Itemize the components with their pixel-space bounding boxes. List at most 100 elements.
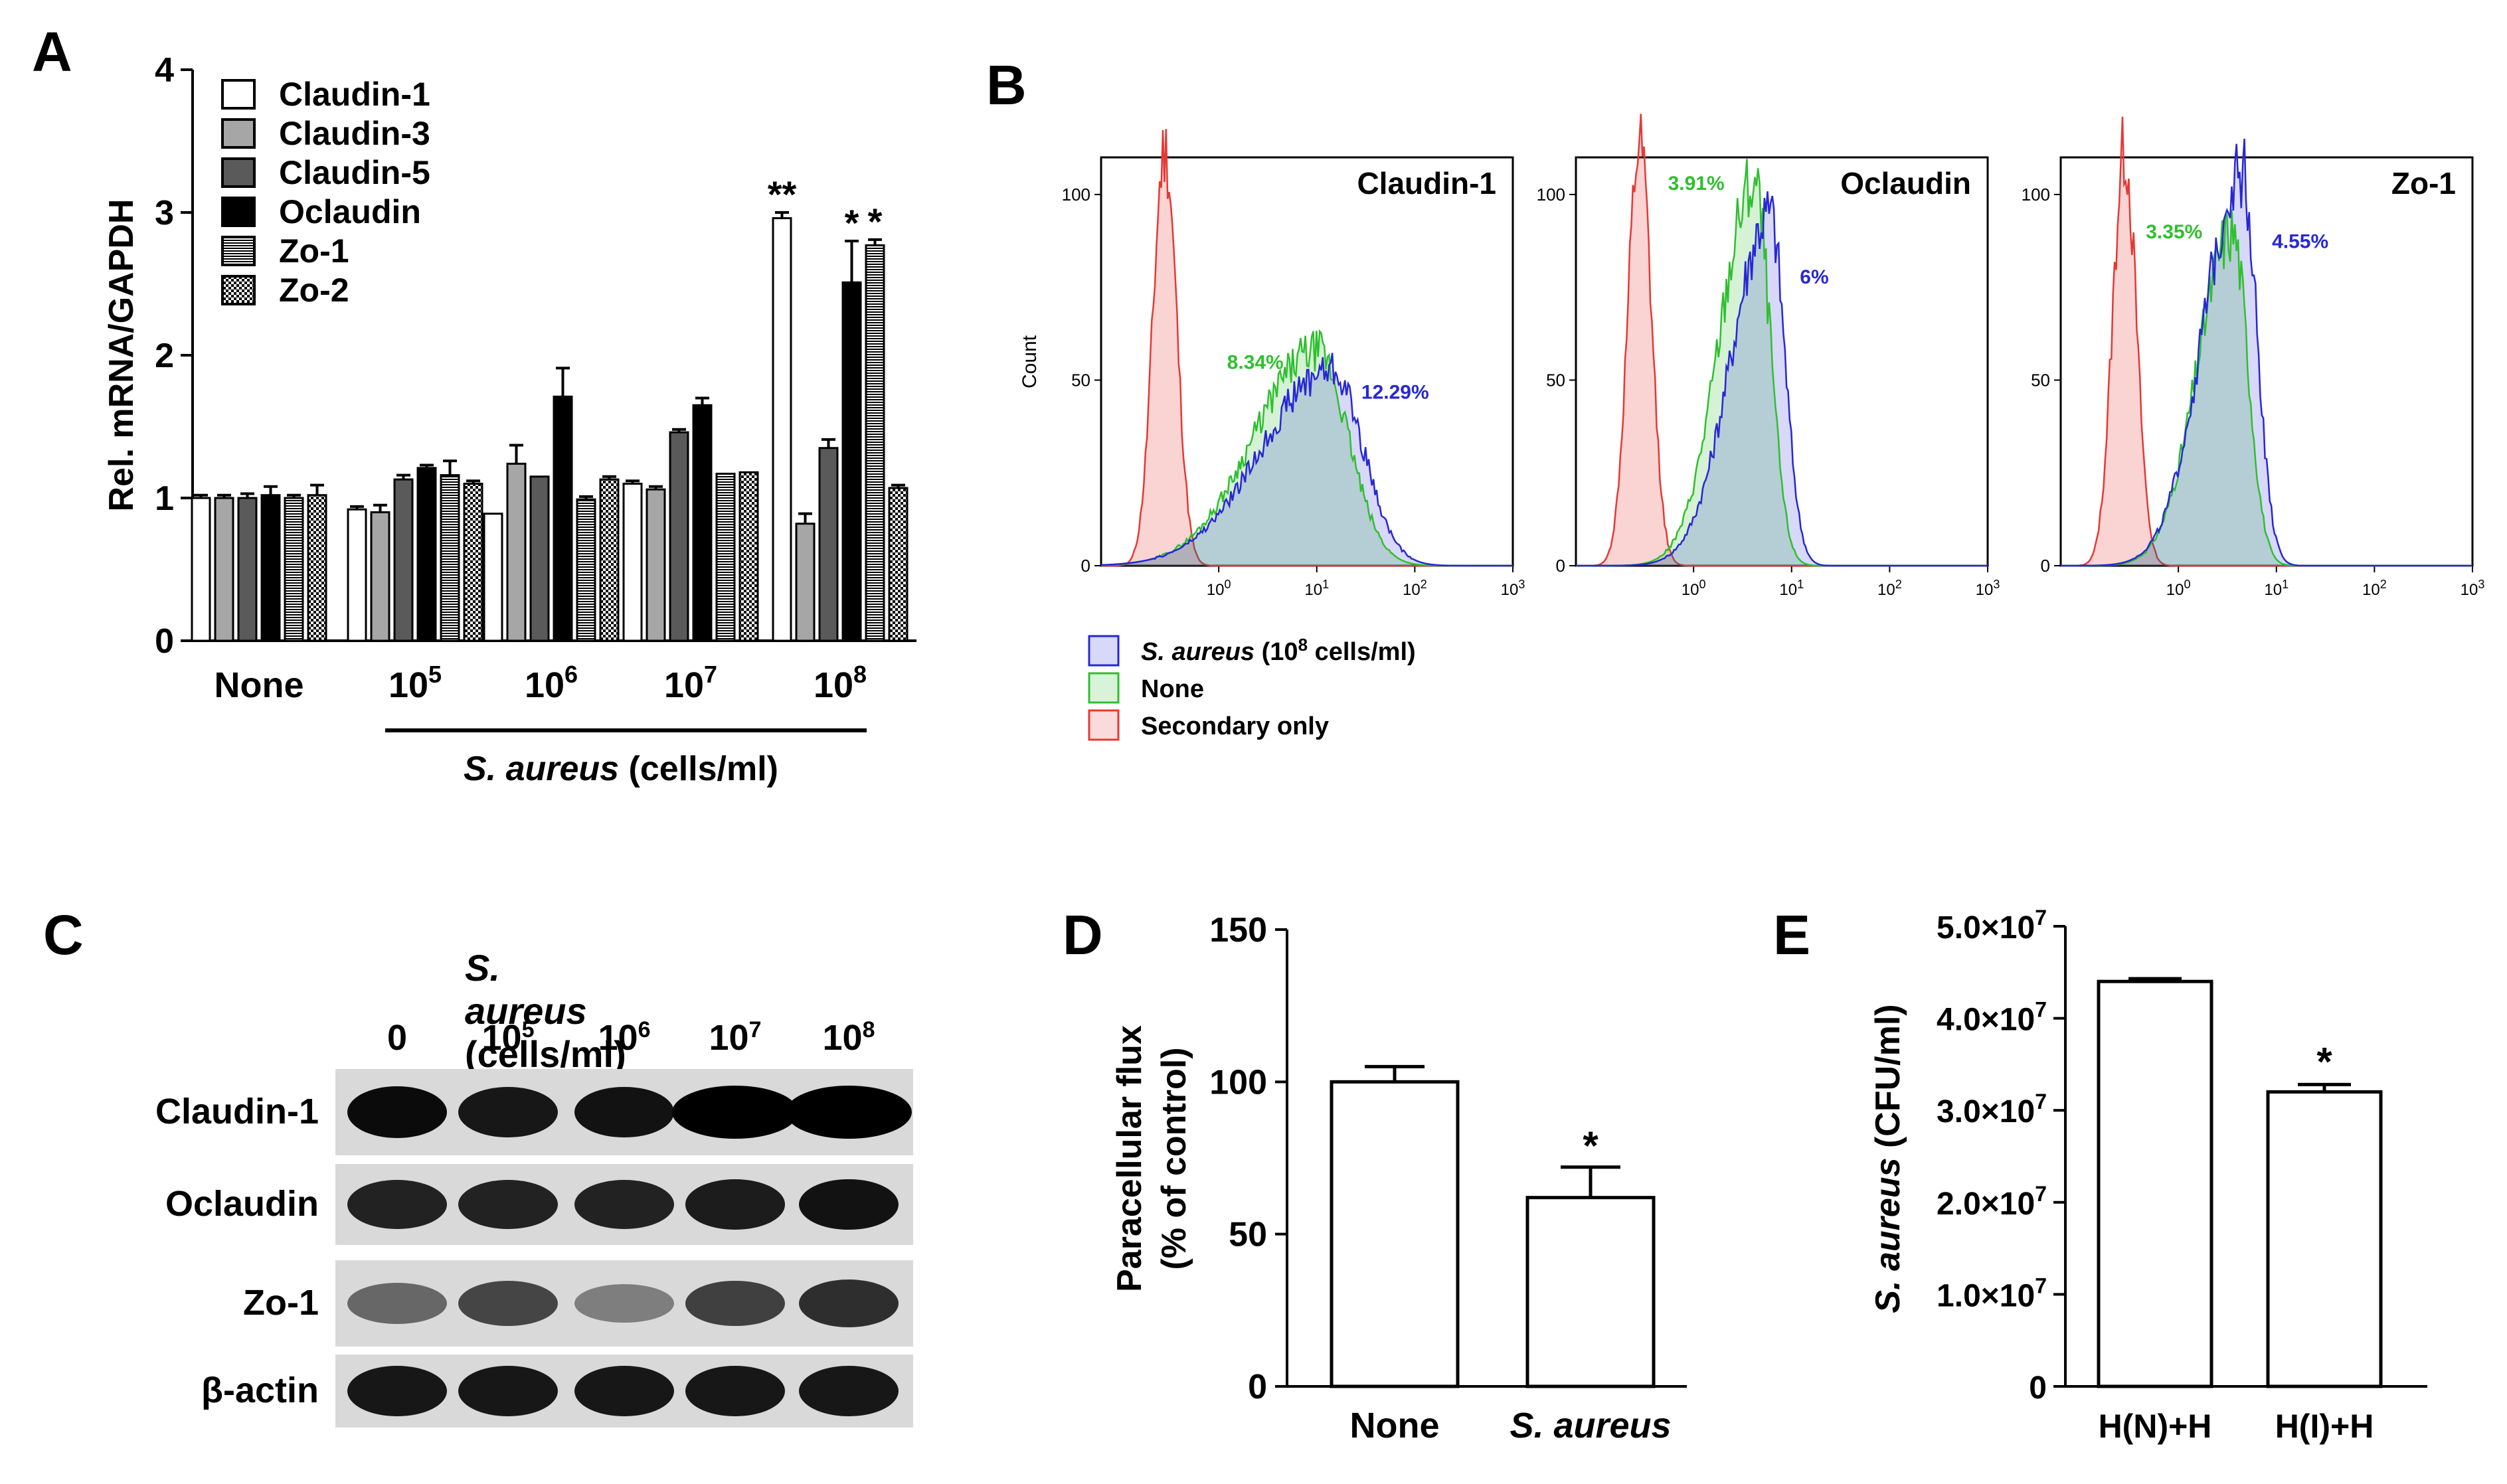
bar-a-claudin-1: [772, 217, 792, 642]
x-tick-label-b: 102: [1877, 578, 1902, 599]
bar-a-zo-1: [865, 244, 885, 642]
x-tick-label-b: 102: [1403, 578, 1427, 599]
lane-label: 107: [709, 1017, 762, 1058]
bar-a-claudin-5: [669, 431, 689, 642]
bar-a-oclaudin: [692, 404, 713, 642]
bar-a-claudin-3: [795, 523, 816, 642]
bar-e: [2266, 1090, 2383, 1388]
legend-swatch-a: [221, 236, 256, 266]
x-tick-label-b: 101: [1779, 578, 1804, 599]
blot-band: [685, 1179, 785, 1230]
bar-a-zo-2: [599, 478, 620, 642]
blot-band: [685, 1280, 785, 1327]
bar-a-zo-1: [715, 472, 736, 642]
x-tick-label-b: 100: [1207, 578, 1231, 599]
bar-a-claudin-3: [646, 488, 666, 642]
y-tick-label-e: 5.0×107: [1937, 906, 2047, 946]
chart-b: 0 50 100 100 101 102 103 Claudin-1 8.34% 12.29% 0 5…: [1019, 114, 2484, 741]
histogram-frame-b: [2059, 156, 2474, 567]
bar-a-claudin-3: [370, 511, 390, 642]
none-percent-b: 3.35%: [2146, 221, 2202, 243]
y-tick-label-a: 2: [155, 337, 174, 375]
legend-swatch-a: [221, 79, 256, 110]
significance-star-a: *: [845, 202, 859, 244]
legend-label-a: Zo-2: [279, 272, 349, 309]
blot-row-label: Zo-1: [243, 1283, 319, 1323]
y-tick-label-a: 0: [155, 622, 174, 661]
y-tick-label-b: 0: [1081, 556, 1090, 576]
x-tick-label-d: None: [1350, 1406, 1440, 1445]
blot-band: [574, 1086, 674, 1138]
bar-a-claudin-3: [214, 497, 234, 642]
legend-swatch-a: [221, 118, 256, 149]
y-tick-label-b: 100: [1537, 185, 1565, 205]
legend-label-a: Claudin-1: [279, 76, 430, 113]
bar-a-zo-1: [440, 474, 460, 642]
secondary-only-fill-b: [1101, 129, 1513, 566]
saureus-percent-b: 6%: [1800, 266, 1828, 288]
x-tick-label-a: None: [215, 665, 304, 705]
saureus-fill-b: [1576, 191, 1988, 566]
legend-swatch-b: [1088, 635, 1120, 667]
bar-a-claudin-5: [393, 478, 414, 642]
blot-band: [799, 1179, 899, 1230]
legend-label-a: Oclaudin: [279, 193, 421, 230]
legend-label-b: None: [1141, 675, 1204, 703]
legend-label-b: S. aureus (108 cells/ml): [1141, 635, 1416, 666]
panel-label-d: D: [1063, 904, 1103, 966]
legend-swatch-a: [221, 275, 256, 305]
saureus-curve-b: [1100, 353, 1513, 567]
blot-band: [799, 1279, 899, 1327]
bar-a-zo-2: [463, 483, 483, 642]
bar-a-zo-2: [307, 494, 327, 642]
x-tick-label-a: 107: [664, 661, 717, 705]
bar-a-oclaudin: [553, 395, 573, 642]
bar-a-claudin-5: [529, 475, 550, 642]
y-tick-label-d: 100: [1209, 1063, 1267, 1102]
lane-label: 105: [481, 1017, 535, 1058]
y-tick-label-b: 100: [2022, 185, 2050, 205]
x-tick-label-b: 100: [2166, 578, 2191, 599]
blot-band: [574, 1284, 674, 1323]
bar-a-zo-2: [738, 471, 759, 642]
saureus-fill-b: [2061, 138, 2472, 566]
bar-d: [1330, 1080, 1460, 1388]
blot-band: [458, 1180, 558, 1229]
bar-a-zo-1: [284, 497, 304, 642]
blot-band: [685, 1366, 785, 1416]
y-tick-label-b: 50: [2031, 370, 2050, 390]
bar-a-claudin-1: [191, 497, 211, 642]
y-tick-label-b: 50: [1546, 370, 1565, 390]
bar-a-claudin-3: [506, 462, 527, 642]
blot-row-label: Claudin-1: [155, 1092, 319, 1131]
saureus-curve-b: [1576, 191, 1988, 567]
bar-a-zo-1: [576, 498, 596, 642]
panel-label-e: E: [1773, 904, 1811, 966]
bar-a-claudin-1: [483, 513, 503, 642]
bar-a-claudin-5: [818, 447, 839, 642]
x-tick-label-b: 100: [1682, 578, 1706, 599]
x-tick-label-a: 105: [389, 661, 442, 705]
none-percent-b: 8.34%: [1227, 352, 1284, 374]
blot-band: [347, 1366, 447, 1416]
x-tick-label-b: 101: [2264, 578, 2289, 599]
chart-e: 0 1.0×107 2.0×107 3.0×107 4.0×107 5.0×107 * H(N…: [1869, 906, 2427, 1445]
chart-d: 0 50 100 150 * None S. aureus Paracellular flux…: [1110, 911, 1687, 1445]
legend-swatch-a: [221, 197, 256, 227]
bar-a-oclaudin: [416, 467, 437, 642]
y-axis-label-b: Count: [1019, 335, 1041, 388]
blot-band: [458, 1281, 558, 1326]
bar-a-oclaudin: [841, 281, 862, 642]
blot-row-label: β-actin: [201, 1370, 319, 1410]
legend-label-b: Secondary only: [1141, 712, 1329, 740]
saureus-percent-b: 4.55%: [2272, 230, 2328, 252]
x-tick-label-d: S. aureus: [1510, 1406, 1671, 1445]
saureus-percent-b: 12.29%: [1361, 381, 1429, 403]
x-tick-label-e: H(I)+H: [2275, 1408, 2374, 1445]
significance-star-e: *: [2316, 1039, 2332, 1084]
saureus-curve-b: [2061, 138, 2472, 567]
histogram-title-b: Claudin-1: [1357, 166, 1496, 201]
y-tick-label-e: 0: [2029, 1370, 2047, 1406]
x-tick-label-b: 103: [1501, 578, 1525, 599]
